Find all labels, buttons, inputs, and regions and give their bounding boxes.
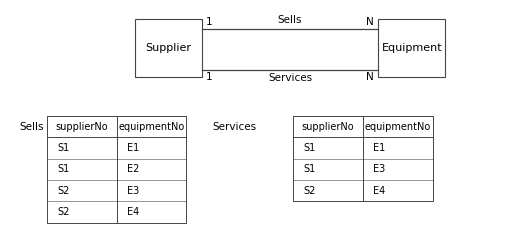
- Text: Services: Services: [268, 73, 312, 83]
- Text: N: N: [366, 17, 374, 27]
- Text: S2: S2: [303, 186, 315, 196]
- Text: E4: E4: [373, 186, 385, 196]
- Text: supplierNo: supplierNo: [55, 122, 108, 132]
- Text: E2: E2: [127, 164, 139, 174]
- Text: supplierNo: supplierNo: [301, 122, 354, 132]
- FancyBboxPatch shape: [293, 116, 433, 201]
- Text: 1: 1: [206, 17, 213, 27]
- Text: Sells: Sells: [278, 15, 303, 25]
- Text: S2: S2: [57, 186, 69, 196]
- Text: equipmentNo: equipmentNo: [119, 122, 184, 132]
- Text: S1: S1: [57, 164, 69, 174]
- Text: Equipment: Equipment: [381, 43, 442, 53]
- Text: Supplier: Supplier: [146, 43, 191, 53]
- Text: equipmentNo: equipmentNo: [365, 122, 430, 132]
- Text: S1: S1: [303, 164, 315, 174]
- FancyBboxPatch shape: [378, 19, 445, 77]
- Text: Services: Services: [212, 122, 256, 132]
- Text: E3: E3: [127, 186, 139, 196]
- Text: Sells: Sells: [20, 122, 44, 132]
- Text: S1: S1: [303, 143, 315, 153]
- Text: E1: E1: [127, 143, 139, 153]
- Text: S2: S2: [57, 207, 69, 217]
- Text: N: N: [366, 72, 374, 82]
- Text: E1: E1: [373, 143, 385, 153]
- Text: S1: S1: [57, 143, 69, 153]
- Text: E3: E3: [373, 164, 385, 174]
- Text: 1: 1: [206, 72, 213, 82]
- FancyBboxPatch shape: [47, 116, 186, 223]
- FancyBboxPatch shape: [135, 19, 202, 77]
- Text: E4: E4: [127, 207, 139, 217]
